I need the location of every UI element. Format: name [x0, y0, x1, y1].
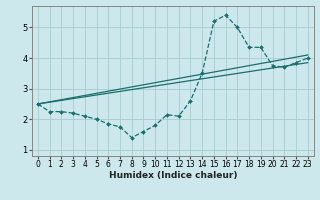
X-axis label: Humidex (Indice chaleur): Humidex (Indice chaleur) — [108, 171, 237, 180]
